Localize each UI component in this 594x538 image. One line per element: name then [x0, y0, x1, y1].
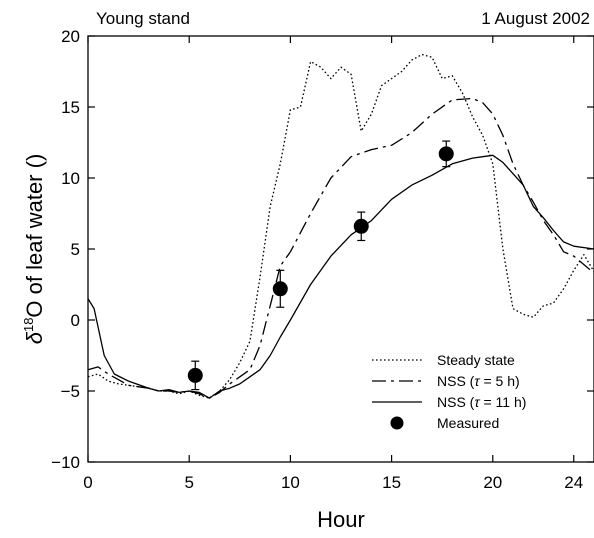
legend-label-nss11-tau: τ [474, 394, 480, 410]
legend-label-measured: Measured [437, 415, 499, 431]
y-tick-label: 0 [71, 311, 80, 330]
x-tick-label: 24 [564, 473, 583, 492]
x-tick-label: 10 [281, 473, 300, 492]
legend-label-nss11-prefix: NSS ( [437, 394, 475, 410]
measured-point [272, 281, 288, 297]
chart-title-left: Young stand [96, 9, 190, 28]
y-tick-label: −10 [51, 453, 80, 472]
y-tick-label: 10 [61, 169, 80, 188]
legend-label-nss5-suffix: = 5 h) [480, 373, 520, 389]
x-tick-label: 0 [83, 473, 92, 492]
series-line-steady-state [87, 53, 594, 399]
y-tick-label: 5 [71, 240, 80, 259]
legend-marker-measured [390, 416, 404, 430]
measured-point [353, 218, 369, 234]
y-tick-label: −5 [61, 382, 80, 401]
measured-points [187, 140, 454, 391]
series-layer [87, 53, 594, 399]
x-tick-label: 5 [184, 473, 193, 492]
legend-label-nss5-tau: τ [474, 373, 480, 389]
measured-point [438, 146, 454, 162]
series-line-nss-5h [87, 97, 594, 399]
y-axis-title-sup: 18 [21, 318, 36, 332]
series-line-nss-11h [87, 154, 594, 399]
y-tick-label: 15 [61, 98, 80, 117]
legend-label-steady: Steady state [437, 352, 515, 368]
x-tick-label: 15 [382, 473, 401, 492]
x-axis-title: Hour [317, 507, 365, 532]
y-axis-title: δ18O of leaf water () [21, 154, 47, 345]
x-tick-label: 20 [483, 473, 502, 492]
axis-ticks: 0 5 10 15 20 24 −10 −5 0 5 10 15 20 [51, 27, 594, 492]
legend-label-nss5: NSS (τ = 5 h) [437, 373, 520, 389]
legend: Steady state NSS (τ = 5 h) NSS (τ = 11 h… [372, 352, 526, 431]
legend-label-nss5-prefix: NSS ( [437, 373, 475, 389]
y-axis-title-delta: δ [22, 331, 47, 344]
y-tick-label: 20 [61, 27, 80, 46]
legend-label-nss11: NSS (τ = 11 h) [437, 394, 526, 410]
y-axis-title-rest: O of leaf water () [22, 154, 47, 318]
legend-label-nss11-suffix: = 11 h) [480, 394, 527, 410]
measured-point [187, 367, 203, 383]
chart-title-right: 1 August 2002 [481, 9, 590, 28]
